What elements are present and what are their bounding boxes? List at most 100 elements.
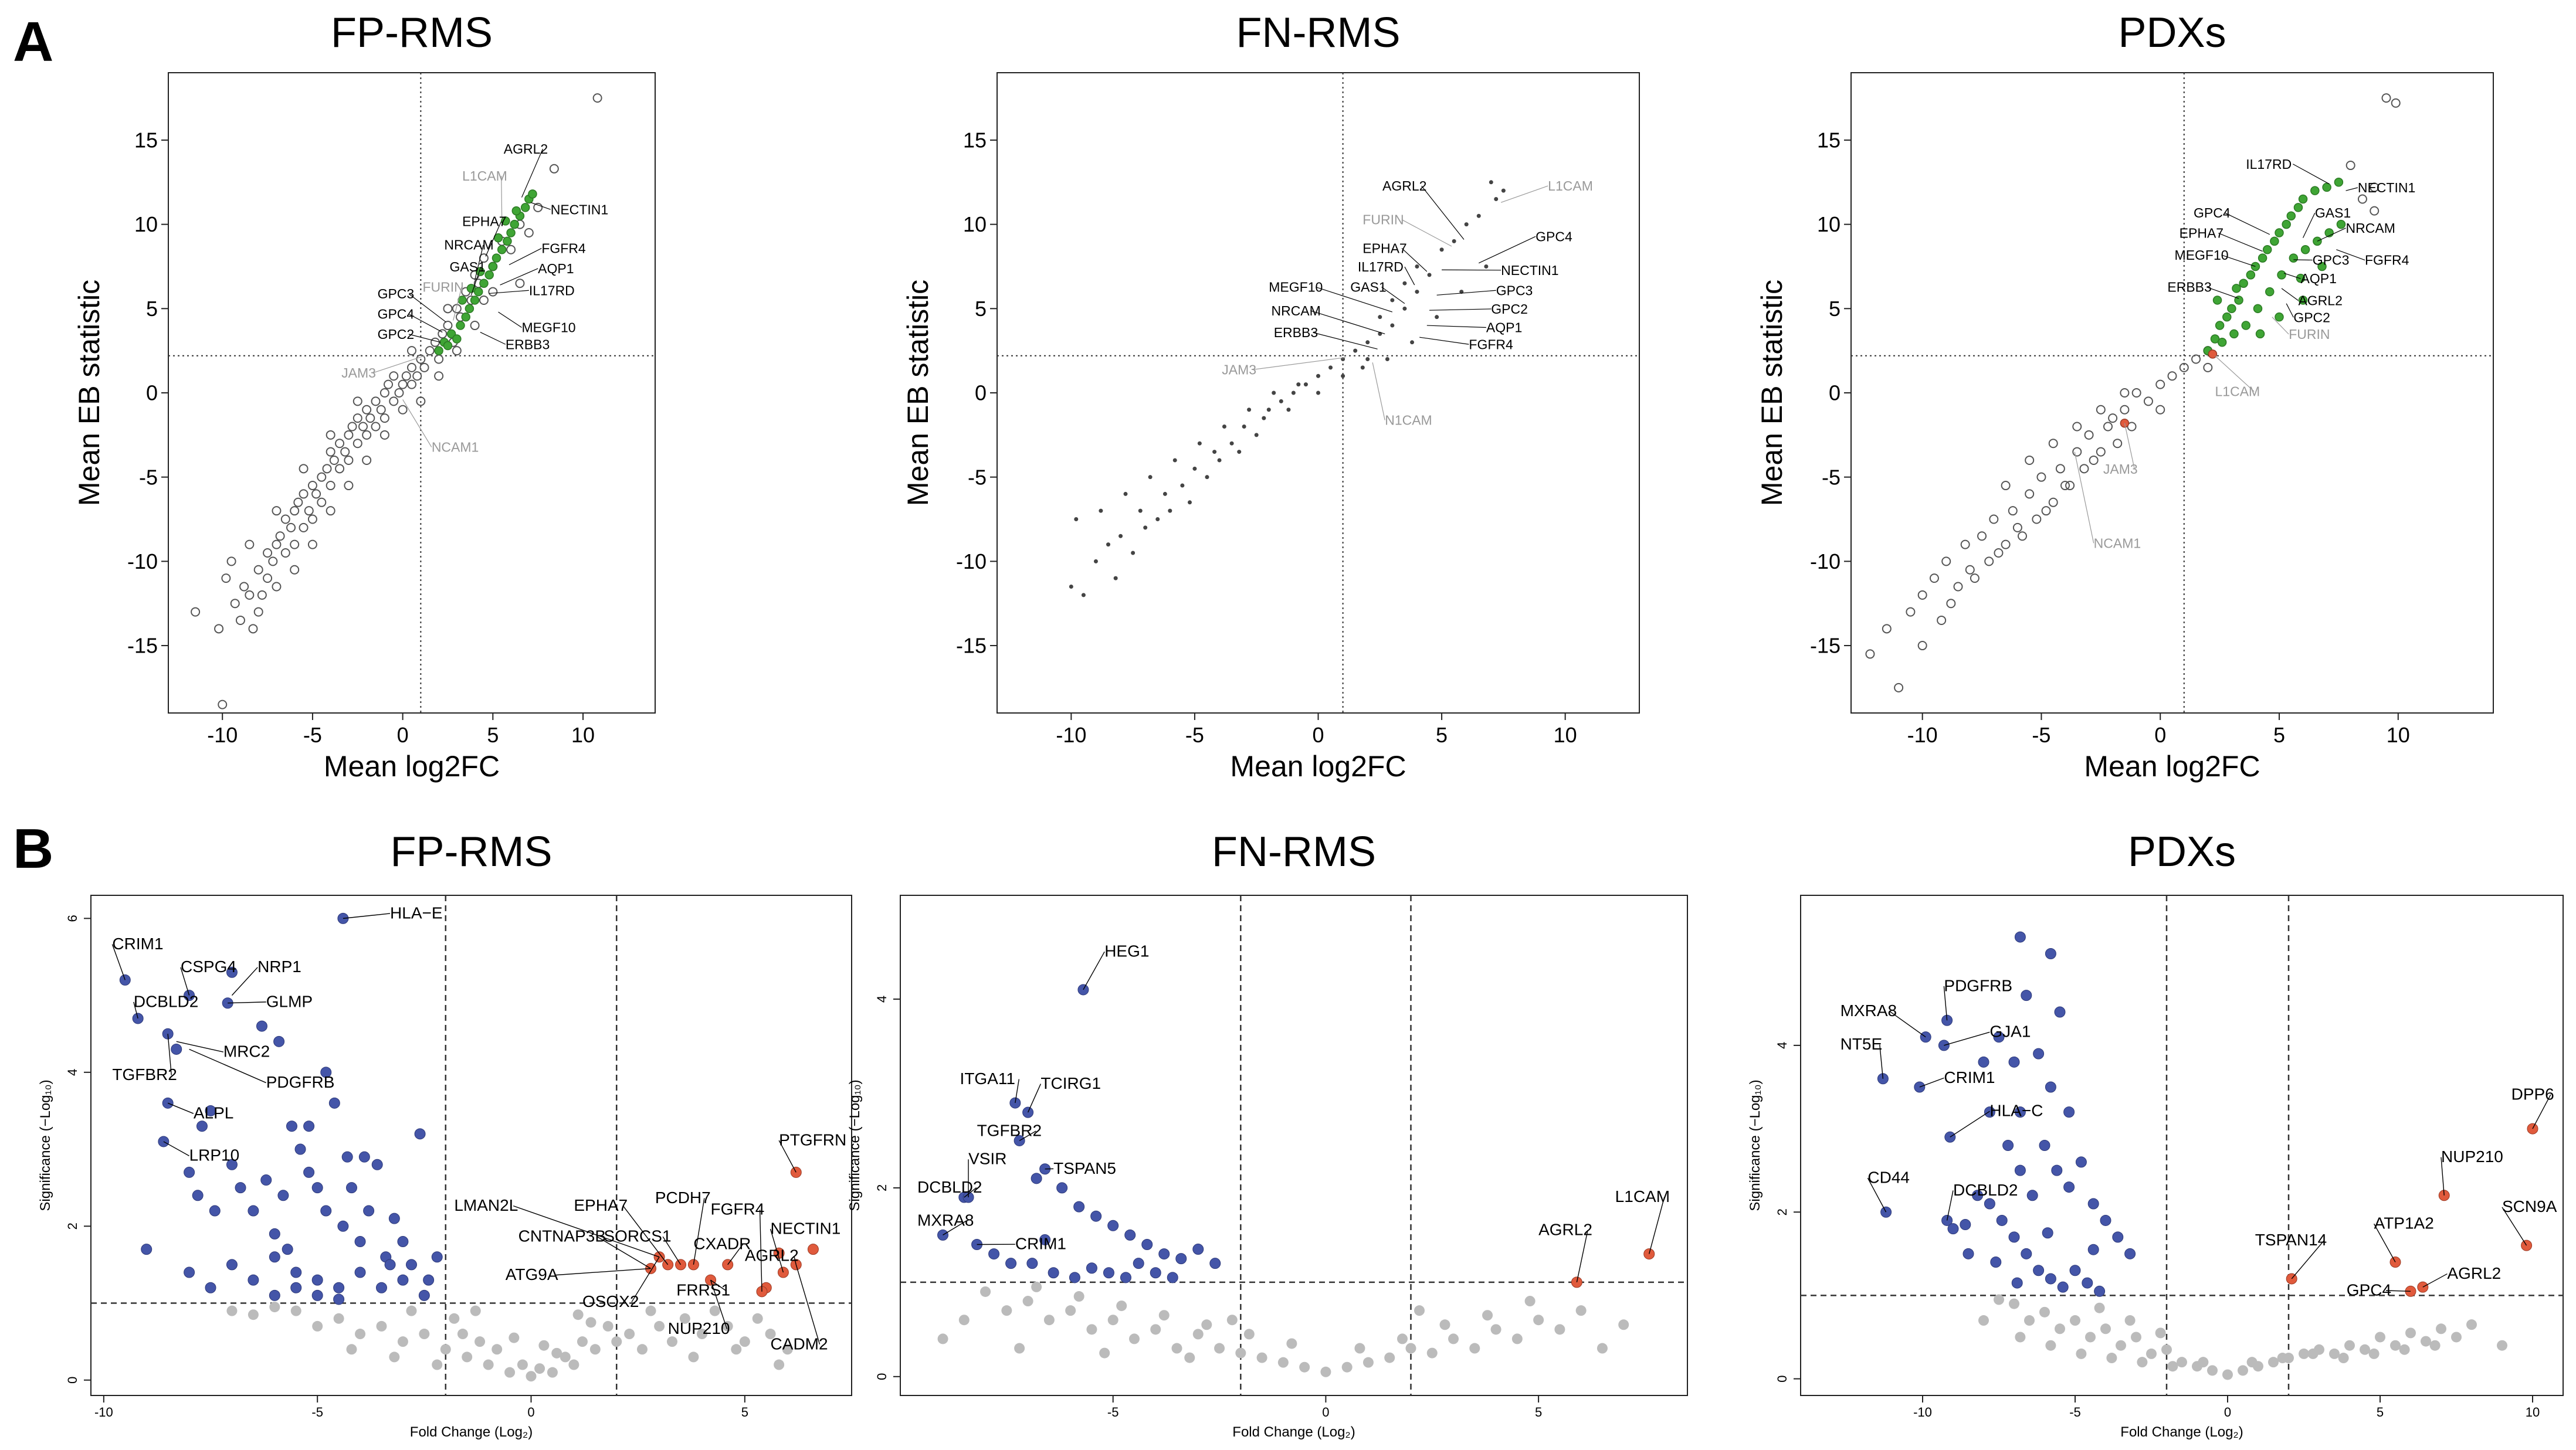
down-regulated-point [405, 1259, 417, 1271]
data-point [1989, 514, 1999, 524]
highlighted-point [2282, 219, 2291, 229]
ns-point [958, 1315, 970, 1326]
y-tick-label: 4 [65, 1069, 80, 1076]
data-point [1148, 475, 1153, 480]
data-point [1415, 290, 1419, 294]
annotation-label: L1CAM [1548, 178, 1593, 193]
gene-label: MRC2 [223, 1042, 270, 1061]
down-regulated-point [311, 1289, 323, 1301]
ns-point [2177, 1357, 2187, 1368]
down-regulated-point [1972, 1190, 1984, 1201]
annotation-leader [453, 287, 462, 321]
gene-label-leader [1944, 1031, 1990, 1046]
x-tick-label: 0 [2224, 1405, 2231, 1420]
down-regulated-point [260, 1174, 272, 1186]
down-regulated-point [2051, 1164, 2063, 1176]
highlighted-point [2322, 182, 2331, 192]
gene-label: MXRA8 [917, 1211, 974, 1229]
gene-label: CRIM1 [112, 935, 163, 953]
ns-point [739, 1336, 750, 1347]
data-point [1882, 624, 1892, 634]
gene-label-leader [727, 1244, 743, 1265]
ns-point [709, 1305, 720, 1316]
down-regulated-point [345, 1182, 357, 1194]
y-tick-label: -15 [956, 634, 987, 658]
data-point [362, 455, 372, 465]
down-regulated-point [1141, 1238, 1153, 1250]
down-regulated-point [303, 1166, 315, 1178]
down-regulated-point [371, 1159, 383, 1170]
annotation-leader [521, 148, 544, 198]
data-point [1360, 365, 1365, 370]
ns-point [2094, 1302, 2105, 1313]
panel-label-b: B [13, 817, 53, 880]
gene-label: OSOX2 [582, 1292, 639, 1310]
highlighted-point [466, 284, 476, 293]
ns-point [688, 1351, 699, 1363]
x-tick-label: 10 [2526, 1405, 2540, 1420]
data-point [2048, 439, 2058, 449]
ns-point [2429, 1340, 2441, 1351]
gene-label: PCDH7 [655, 1188, 711, 1207]
down-regulated-point [2045, 948, 2056, 960]
down-regulated-point [2057, 1281, 2069, 1293]
data-point [239, 582, 249, 592]
down-regulated-point [2124, 1248, 2136, 1259]
data-point [290, 539, 300, 549]
y-tick-label: 0 [975, 381, 987, 405]
gene-label: GPC4 [2347, 1281, 2391, 1299]
down-regulated-point [286, 1120, 297, 1132]
data-point [1229, 441, 1234, 446]
data-point [2113, 439, 2123, 449]
data-point [2072, 447, 2082, 457]
down-regulated-point [341, 1151, 353, 1163]
gene-label-leader [343, 913, 391, 919]
annotation-leader [1436, 290, 1496, 296]
data-point [304, 506, 314, 516]
annotation-leader [1381, 287, 1405, 304]
down-regulated-point [311, 1274, 323, 1286]
annotation-leader [2215, 355, 2255, 392]
ns-point [2100, 1323, 2111, 1334]
gene-label-leader [513, 1205, 660, 1258]
ns-point [585, 1317, 596, 1328]
plot-area: AGRL2 L1CAM FURIN GPC4 EPHA7 IL17RD NECTIN1 MEG… [997, 73, 1639, 713]
annotation-label: IL17RD [2246, 157, 2292, 172]
gene-label: NT5E [1841, 1035, 1883, 1053]
down-regulated-point [2054, 1006, 2066, 1018]
y-tick-label: -5 [968, 465, 987, 489]
x-tick-label: 10 [2387, 723, 2410, 747]
gene-label-leader [228, 1001, 266, 1004]
highlighted-point [2270, 236, 2279, 246]
data-point [401, 371, 411, 381]
gene-label: AGRL2 [1538, 1220, 1592, 1238]
x-axis-label: Fold Change (Log₂) [1232, 1424, 1355, 1440]
x-tick-label: 0 [397, 723, 409, 747]
y-tick-label: 5 [975, 297, 987, 321]
highlighted-point [520, 203, 530, 212]
annotation-label: JAM3 [2103, 461, 2138, 477]
ns-point [602, 1320, 614, 1332]
ns-point [2268, 1357, 2279, 1368]
data-point [362, 405, 372, 415]
data-point [299, 522, 309, 532]
data-point [286, 522, 296, 532]
annotation-leader [509, 247, 542, 266]
annotation-label: L1CAM [2215, 384, 2260, 399]
data-point [394, 388, 404, 398]
down-regulated-point [1209, 1258, 1221, 1269]
down-regulated-point [192, 1190, 204, 1201]
down-regulated-point [2069, 1265, 2081, 1276]
data-point [1390, 298, 1395, 303]
ns-point [312, 1320, 323, 1332]
annotation-label: AGRL2 [1382, 178, 1426, 193]
annotation-label: NECTIN1 [1501, 263, 1558, 278]
highlighted-point [2222, 312, 2232, 322]
y-tick-label: 2 [875, 1184, 889, 1191]
x-tick-label: 5 [1535, 1405, 1542, 1420]
ns-point [1128, 1333, 1140, 1344]
plot-area: HEG1 ITGA11 TCIRG1 TGFBR2 VSIR TSPAN5 DCBLD2 MX… [900, 895, 1687, 1395]
down-regulated-point [311, 1182, 323, 1194]
annotation-label: NCAM1 [2094, 535, 2141, 551]
ns-point [1341, 1361, 1353, 1373]
